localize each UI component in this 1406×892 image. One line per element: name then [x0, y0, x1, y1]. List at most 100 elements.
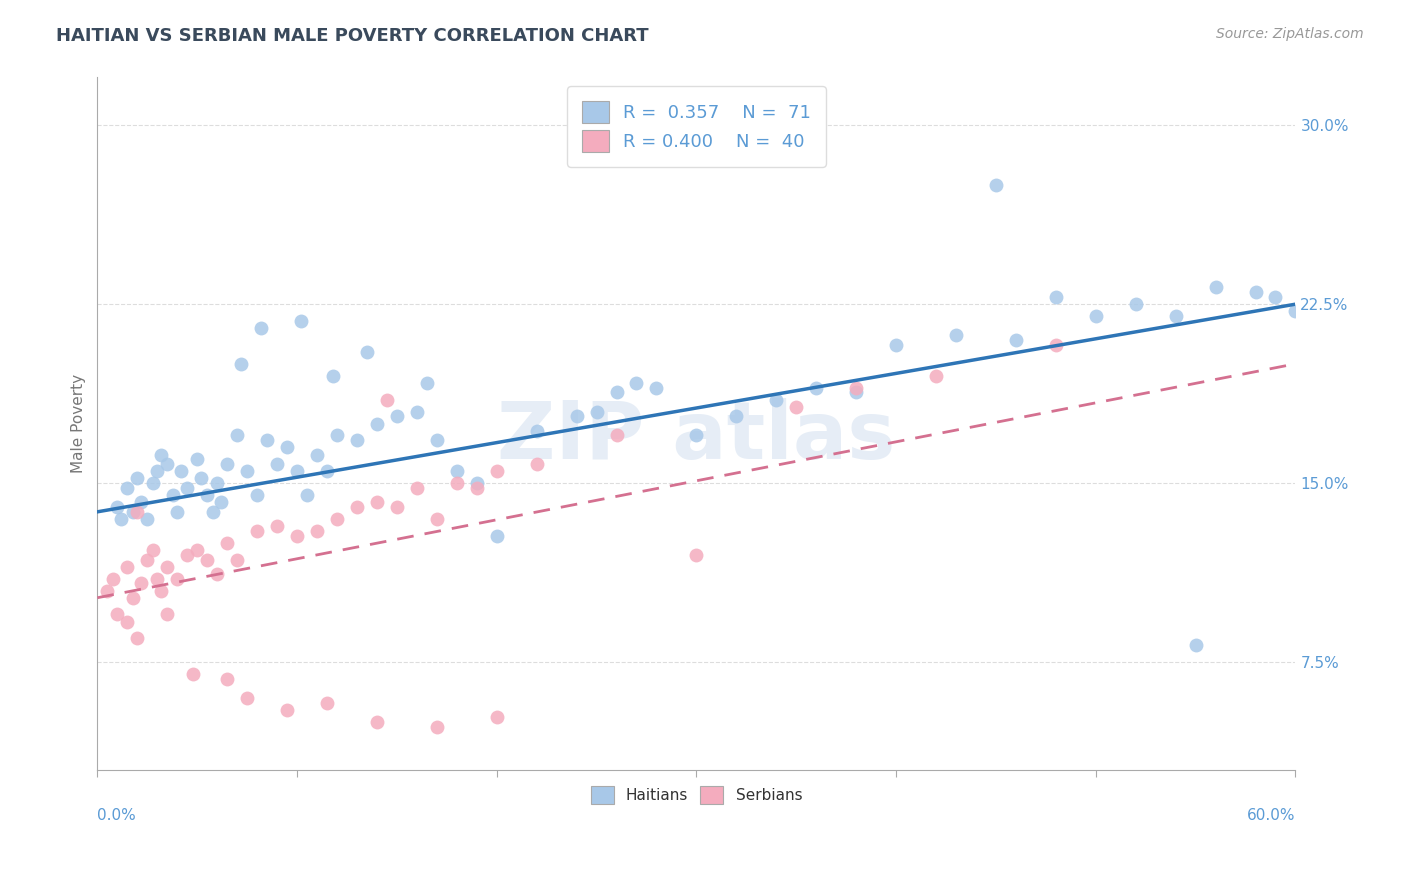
- Point: [405, 481, 427, 495]
- Point: [366, 495, 388, 509]
- Point: [765, 392, 787, 407]
- Point: [276, 703, 298, 717]
- Point: [195, 488, 218, 502]
- Point: [166, 505, 188, 519]
- Point: [117, 481, 139, 495]
- Point: [356, 345, 378, 359]
- Point: [305, 448, 328, 462]
- Point: [405, 404, 427, 418]
- Point: [256, 434, 278, 448]
- Point: [446, 464, 468, 478]
- Point: [1284, 304, 1306, 318]
- Point: [845, 381, 868, 395]
- Point: [426, 434, 449, 448]
- Point: [1045, 290, 1067, 304]
- Text: Source: ZipAtlas.com: Source: ZipAtlas.com: [1216, 27, 1364, 41]
- Point: [136, 512, 159, 526]
- Point: [236, 464, 259, 478]
- Point: [181, 667, 204, 681]
- Y-axis label: Male Poverty: Male Poverty: [72, 374, 86, 473]
- Point: [250, 321, 273, 335]
- Point: [806, 381, 828, 395]
- Point: [322, 368, 344, 383]
- Point: [229, 357, 252, 371]
- Point: [446, 476, 468, 491]
- Point: [209, 495, 232, 509]
- Point: [117, 615, 139, 629]
- Point: [127, 632, 149, 646]
- Point: [217, 536, 239, 550]
- Legend: Haitians, Serbians: Haitians, Serbians: [585, 780, 808, 811]
- Point: [146, 572, 169, 586]
- Point: [984, 178, 1007, 192]
- Point: [105, 607, 128, 622]
- Point: [190, 471, 212, 485]
- Point: [246, 524, 269, 538]
- Point: [226, 552, 249, 566]
- Point: [202, 505, 225, 519]
- Point: [217, 672, 239, 686]
- Point: [465, 481, 488, 495]
- Point: [295, 488, 318, 502]
- Point: [205, 566, 228, 581]
- Point: [195, 552, 218, 566]
- Point: [305, 524, 328, 538]
- Point: [326, 512, 349, 526]
- Point: [526, 424, 548, 438]
- Point: [266, 519, 288, 533]
- Text: ZIP atlas: ZIP atlas: [498, 399, 896, 476]
- Point: [205, 476, 228, 491]
- Point: [346, 434, 368, 448]
- Point: [129, 576, 152, 591]
- Point: [585, 404, 607, 418]
- Point: [1005, 333, 1028, 347]
- Point: [485, 529, 508, 543]
- Point: [176, 481, 198, 495]
- Text: 60.0%: 60.0%: [1247, 808, 1295, 823]
- Point: [142, 476, 165, 491]
- Point: [685, 548, 707, 562]
- Point: [162, 488, 184, 502]
- Point: [416, 376, 439, 390]
- Point: [136, 552, 159, 566]
- Point: [117, 559, 139, 574]
- Point: [526, 457, 548, 471]
- Point: [150, 448, 173, 462]
- Point: [103, 572, 125, 586]
- Point: [606, 385, 628, 400]
- Point: [156, 457, 179, 471]
- Point: [186, 543, 208, 558]
- Point: [276, 441, 298, 455]
- Point: [156, 559, 179, 574]
- Point: [375, 392, 398, 407]
- Point: [366, 417, 388, 431]
- Point: [485, 464, 508, 478]
- Point: [176, 548, 198, 562]
- Point: [565, 409, 588, 424]
- Point: [166, 572, 188, 586]
- Point: [127, 505, 149, 519]
- Point: [316, 696, 339, 710]
- Point: [285, 464, 308, 478]
- Point: [96, 583, 118, 598]
- Point: [465, 476, 488, 491]
- Point: [217, 457, 239, 471]
- Point: [785, 400, 807, 414]
- Point: [326, 428, 349, 442]
- Point: [945, 328, 967, 343]
- Point: [186, 452, 208, 467]
- Point: [150, 583, 173, 598]
- Point: [685, 428, 707, 442]
- Point: [725, 409, 748, 424]
- Point: [1045, 337, 1067, 351]
- Point: [1205, 280, 1227, 294]
- Point: [226, 428, 249, 442]
- Point: [845, 385, 868, 400]
- Point: [290, 314, 312, 328]
- Point: [146, 464, 169, 478]
- Point: [1244, 285, 1267, 300]
- Text: 0.0%: 0.0%: [97, 808, 136, 823]
- Point: [884, 337, 907, 351]
- Point: [346, 500, 368, 514]
- Point: [626, 376, 648, 390]
